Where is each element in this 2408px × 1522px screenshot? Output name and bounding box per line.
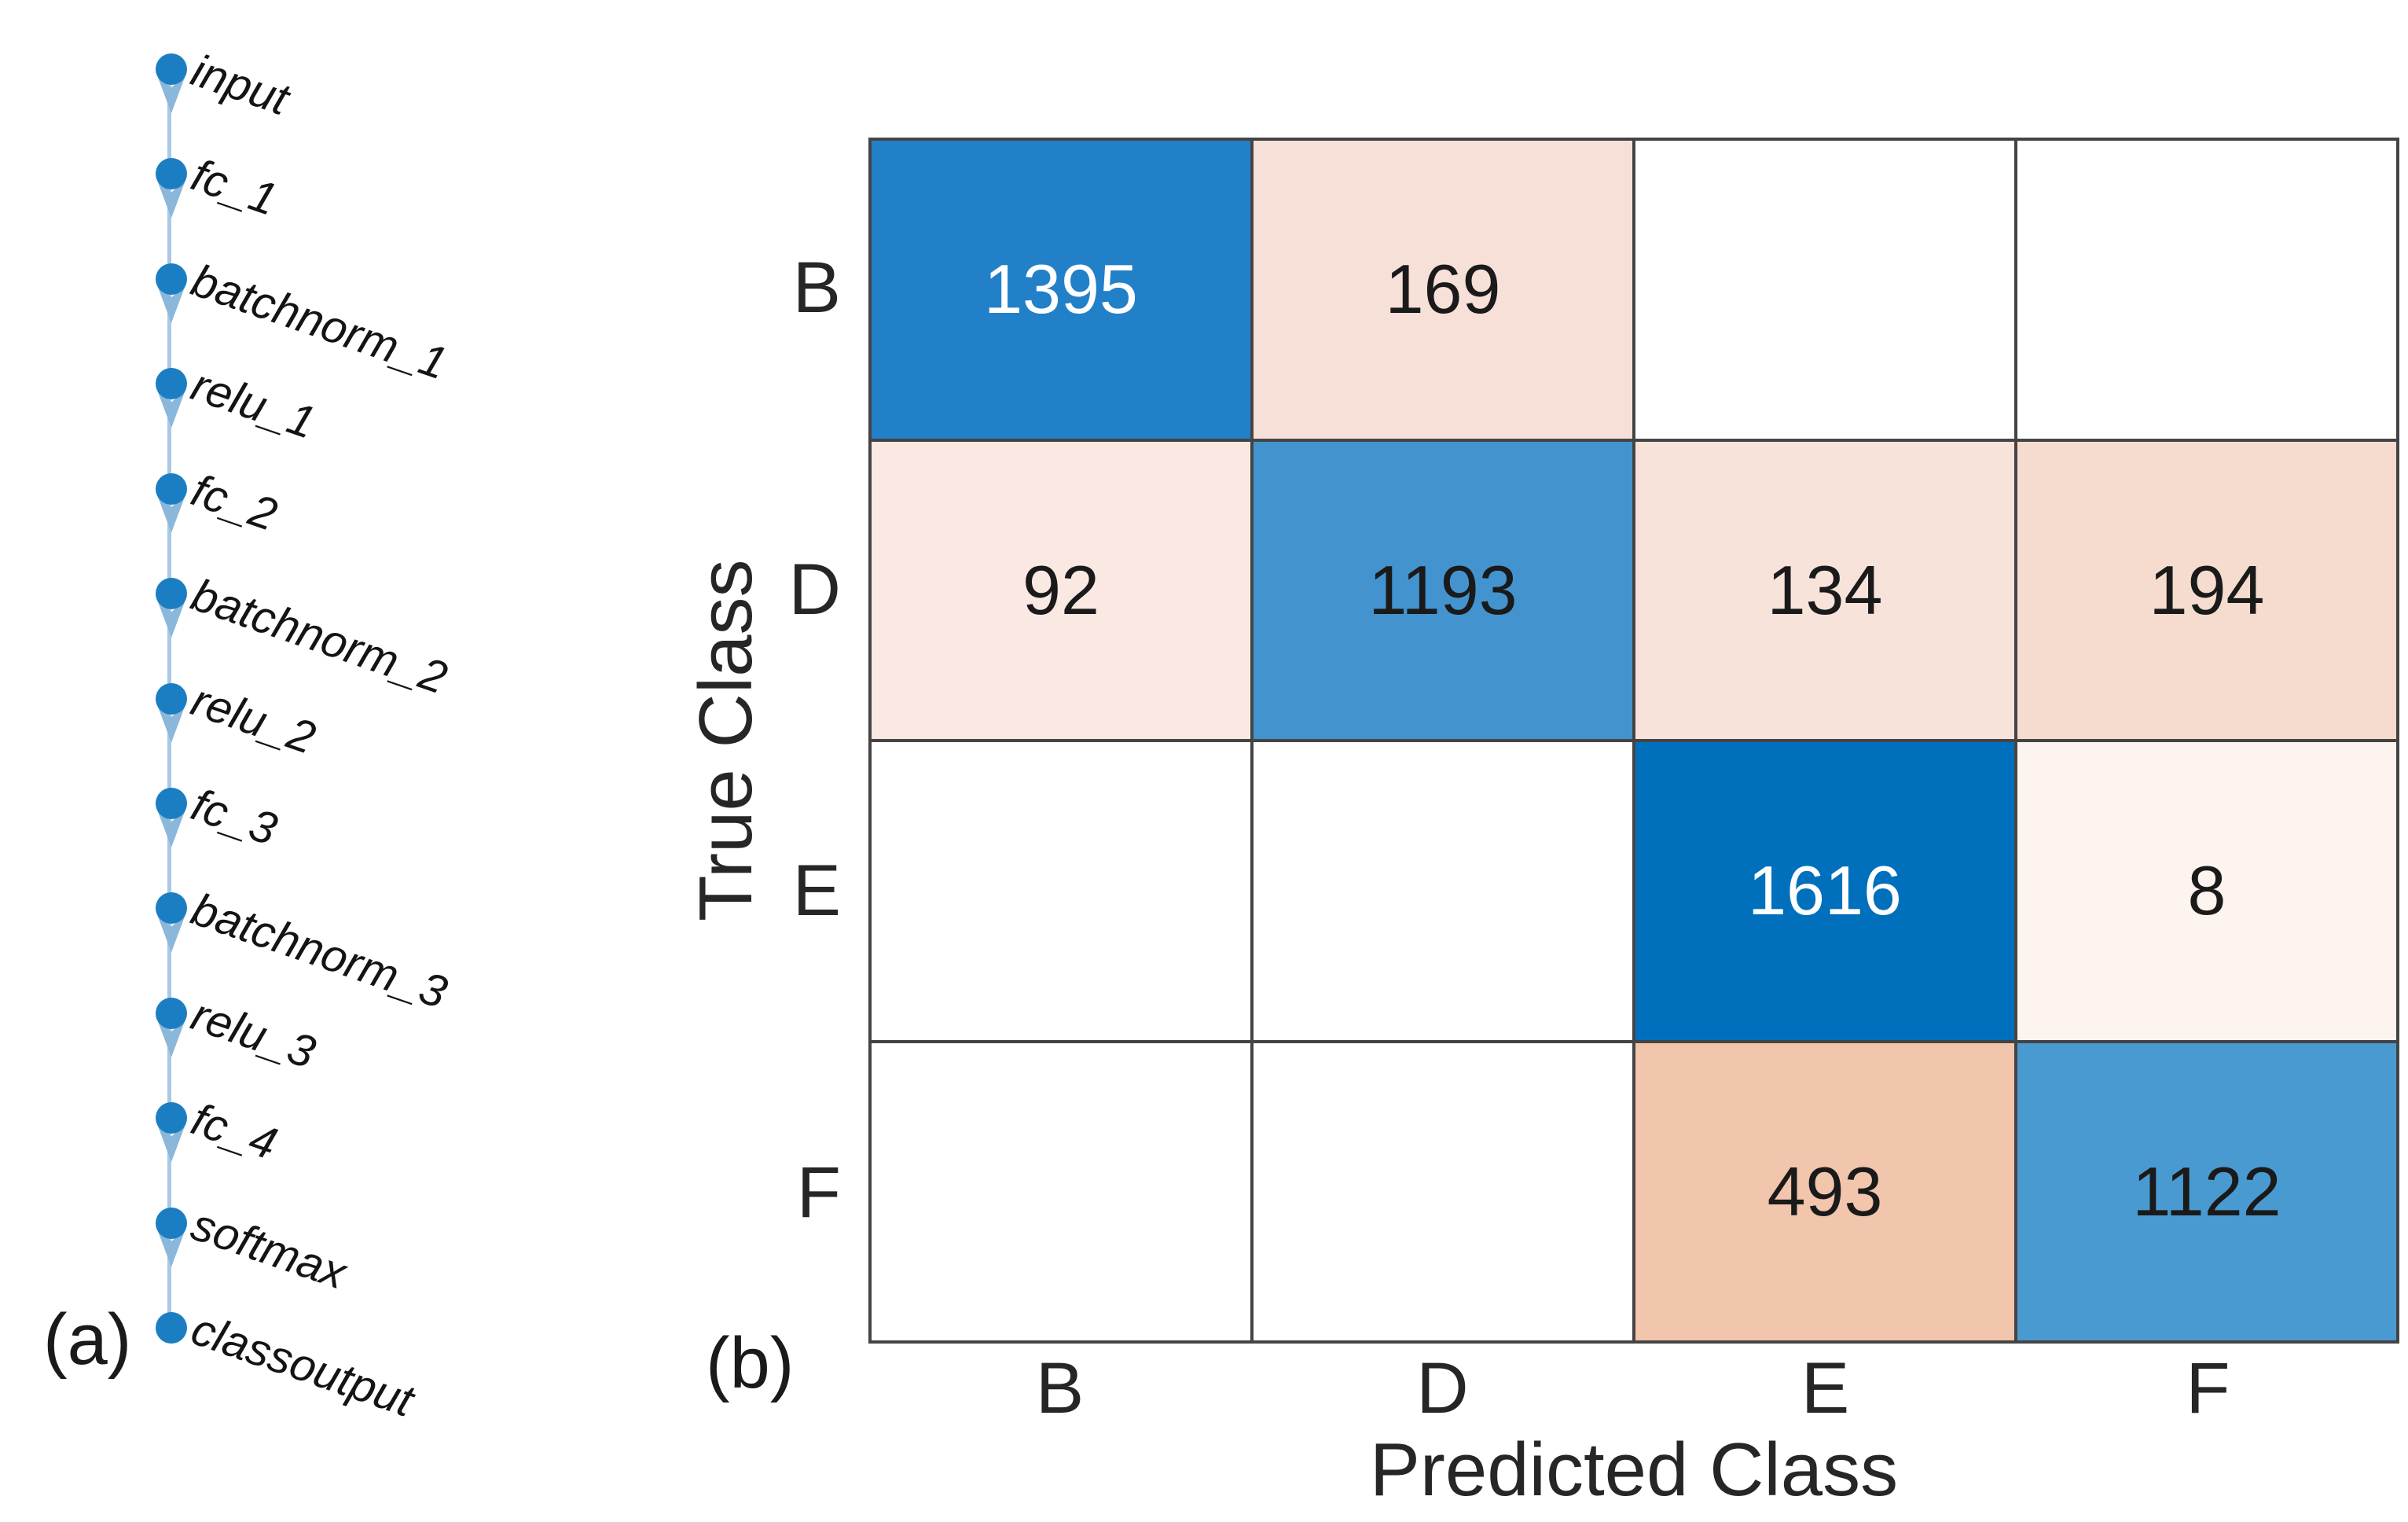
y-axis-tick-labels: B D E F [652,138,841,1344]
confusion-cell-B-E [1635,141,2014,439]
confusion-cell-B-F [2017,141,2396,439]
confusion-cell-F-E: 493 [1635,1042,2014,1340]
layer-node-batchnorm_2 [156,578,187,610]
x-axis-title: Predicted Class [1369,1428,1899,1512]
confusion-cell-E-B [872,742,1250,1040]
confusion-cell-D-E: 134 [1635,441,2014,739]
confusion-matrix-grid: 1395 169 92 1193 134 194 1616 8 493 1122 [868,138,2399,1344]
confusion-cell-E-E: 1616 [1635,742,2014,1040]
layer-label-fc_3: fc_3 [185,778,284,855]
confusion-cell-D-B: 92 [872,441,1250,739]
panel-a-label: (a) [43,1300,132,1380]
layer-node-batchnorm_3 [156,892,187,925]
confusion-cell-D-F: 194 [2017,441,2396,739]
layer-label-relu_3: relu_3 [185,988,322,1079]
layer-label-fc_4: fc_4 [185,1093,284,1171]
y-tick-F: F [796,1152,841,1233]
confusion-cell-B-D: 169 [1254,141,1632,439]
confusion-cell-B-B: 1395 [872,141,1250,439]
layer-label-fc_2: fc_2 [185,464,284,541]
confusion-cell-E-F: 8 [2017,742,2396,1040]
layer-node-fc_4 [156,1102,187,1134]
x-tick-F: F [2186,1347,2230,1428]
x-tick-B: B [1035,1347,1085,1428]
layer-node-relu_3 [156,997,187,1029]
layer-node-relu_1 [156,368,187,400]
confusion-cell-F-F: 1122 [2017,1042,2396,1340]
y-tick-D: D [788,549,841,630]
layer-label-classoutput: classoutput [185,1303,420,1427]
layer-node-batchnorm_1 [156,263,187,295]
layer-label-fc_1: fc_1 [185,149,284,226]
layer-node-classoutput [156,1312,187,1344]
layer-node-fc_1 [156,158,187,190]
y-tick-E: E [792,851,841,932]
layer-node-fc_3 [156,787,187,819]
x-tick-E: E [1800,1347,1850,1428]
x-tick-D: D [1416,1347,1469,1428]
layer-node-softmax [156,1207,187,1239]
layer-node-relu_2 [156,682,187,715]
layer-label-relu_1: relu_1 [185,359,322,449]
panel-b-label: (b) [706,1323,795,1403]
layer-node-input [156,53,187,85]
layer-node-fc_2 [156,472,187,505]
confusion-cell-F-D [1254,1042,1632,1340]
layer-label-softmax: softmax [185,1198,353,1299]
layer-label-input: input [185,44,295,126]
layer-label-relu_2: relu_2 [185,674,322,764]
y-tick-B: B [792,248,841,329]
confusion-cell-D-D: 1193 [1254,441,1632,739]
confusion-cell-E-D [1254,742,1632,1040]
confusion-cell-F-B [872,1042,1250,1340]
